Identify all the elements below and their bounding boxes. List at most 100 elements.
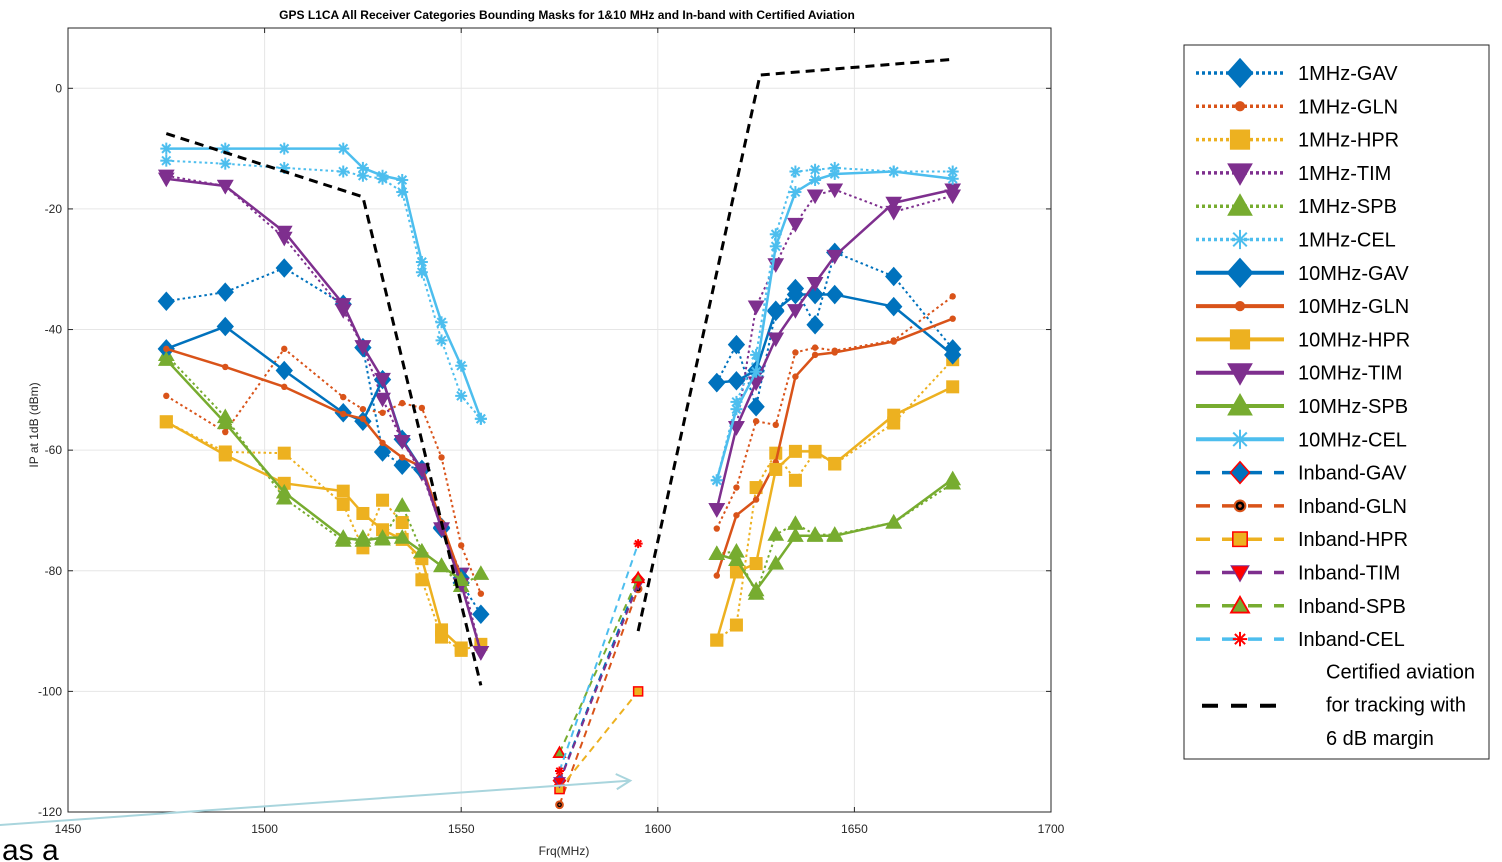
x-axis-label: Frq(MHz): [539, 844, 590, 858]
data-point: [730, 403, 742, 415]
data-point: [219, 449, 231, 461]
data-point: [436, 316, 448, 328]
y-axis-label: IP at 1dB (dBm): [27, 382, 41, 467]
legend[interactable]: 1MHz-GAV 1MHz-GLN 1MHz-HPR 1MHz-TIM 1MHz-SPB…: [1184, 45, 1489, 759]
data-point: [888, 166, 900, 178]
data-point: [436, 334, 448, 346]
data-point: [222, 429, 228, 435]
data-point: [733, 484, 739, 490]
data-point: [399, 400, 405, 406]
x-tick-label: 1550: [448, 822, 475, 836]
data-point: [812, 352, 818, 358]
data-point: [163, 393, 169, 399]
legend-swatch-marker: [1235, 101, 1245, 111]
data-point: [360, 406, 366, 412]
data-point: [812, 344, 818, 350]
chart-title: GPS L1CA All Receiver Categories Boundin…: [279, 8, 855, 22]
data-point: [792, 349, 798, 355]
data-point: [714, 572, 720, 578]
data-point: [357, 162, 369, 174]
data-point: [219, 158, 231, 170]
legend-swatch-marker: [1233, 532, 1247, 546]
data-point: [789, 474, 801, 486]
legend-label: 1MHz-HPR: [1298, 130, 1399, 152]
legend-label: Inband-GLN: [1298, 496, 1407, 518]
data-point: [281, 346, 287, 352]
data-point: [753, 418, 759, 424]
data-point: [789, 445, 801, 457]
data-point: [478, 590, 484, 596]
x-tick-label: 1600: [644, 822, 671, 836]
data-point: [160, 155, 172, 167]
legend-label: Inband-CEL: [1298, 629, 1405, 651]
data-point: [829, 457, 841, 469]
data-point: [947, 173, 959, 185]
legend-label: Inband-GAV: [1298, 463, 1407, 485]
legend-label: 6 dB margin: [1326, 728, 1434, 750]
data-point: [399, 454, 405, 460]
legend-swatch-marker: [1230, 130, 1249, 149]
data-point: [337, 166, 349, 178]
data-point: [455, 390, 467, 402]
x-tick-label: 1500: [251, 822, 278, 836]
legend-swatch-marker: [1230, 430, 1249, 449]
data-point: [770, 240, 782, 252]
legend-label: Inband-SPB: [1298, 596, 1406, 618]
stray-text: as a: [2, 834, 59, 862]
legend-swatch-marker: [1230, 230, 1249, 249]
data-point: [396, 517, 408, 529]
legend-label: 10MHz-HPR: [1298, 329, 1410, 351]
data-point: [340, 394, 346, 400]
data-point: [556, 801, 563, 808]
legend-label: 10MHz-TIM: [1298, 363, 1402, 385]
data-point: [829, 168, 841, 180]
data-point: [416, 256, 428, 268]
data-point: [163, 346, 169, 352]
y-tick-label: -80: [45, 564, 63, 578]
data-point: [475, 413, 487, 425]
data-point: [950, 315, 956, 321]
legend-swatch-marker: [1235, 501, 1246, 512]
data-point: [634, 687, 643, 696]
data-point: [340, 411, 346, 417]
data-point: [750, 558, 762, 570]
data-point: [377, 494, 389, 506]
data-point: [832, 349, 838, 355]
data-point: [377, 170, 389, 182]
x-tick-label: 1650: [841, 822, 868, 836]
data-point: [337, 143, 349, 155]
legend-label: Certified aviation: [1326, 661, 1475, 683]
data-point: [436, 624, 448, 636]
legend-label: 10MHz-CEL: [1298, 429, 1407, 451]
legend-swatch-marker: [1230, 330, 1249, 349]
data-point: [947, 381, 959, 393]
data-point: [714, 525, 720, 531]
data-point: [711, 634, 723, 646]
x-tick-label: 1700: [1038, 822, 1065, 836]
legend-label: 10MHz-SPB: [1298, 396, 1408, 418]
data-point: [379, 440, 385, 446]
data-point: [789, 166, 801, 178]
data-point: [753, 496, 759, 502]
data-point: [750, 366, 762, 378]
data-point: [733, 512, 739, 518]
data-point: [419, 405, 425, 411]
data-point: [396, 174, 408, 186]
data-point: [891, 338, 897, 344]
data-point: [160, 143, 172, 155]
data-point: [455, 642, 467, 654]
legend-label: Inband-HPR: [1298, 529, 1408, 551]
legend-label: 1MHz-TIM: [1298, 163, 1391, 185]
data-point: [337, 485, 349, 497]
data-point: [950, 293, 956, 299]
y-tick-label: -120: [38, 805, 62, 819]
legend-label: Inband-TIM: [1298, 563, 1400, 585]
data-point: [730, 619, 742, 631]
data-point: [281, 384, 287, 390]
data-point: [809, 445, 821, 457]
data-point: [711, 474, 723, 486]
y-tick-label: -20: [45, 202, 63, 216]
data-point: [770, 463, 782, 475]
y-tick-label: -40: [45, 323, 63, 337]
y-tick-label: -60: [45, 443, 63, 457]
